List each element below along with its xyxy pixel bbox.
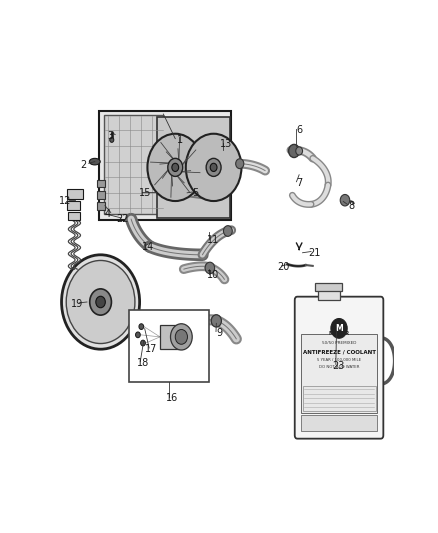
Bar [97,180,105,187]
Circle shape [90,289,111,315]
Text: 3: 3 [108,131,114,141]
Circle shape [206,158,221,176]
Bar [160,325,179,349]
Text: 1: 1 [177,135,184,145]
Bar [68,212,80,220]
Circle shape [175,329,187,344]
Circle shape [289,144,300,158]
Bar [303,386,375,411]
Bar [104,115,163,214]
Circle shape [223,225,232,236]
Text: DO NOT ADD WATER: DO NOT ADD WATER [319,365,359,369]
Text: 11: 11 [206,236,219,245]
Bar [301,415,377,431]
Text: 7: 7 [296,178,302,188]
Text: 19: 19 [71,299,83,309]
Text: 20: 20 [278,262,290,272]
Text: 5: 5 [192,188,199,198]
Bar [67,189,83,199]
Text: ANTIFREEZE / COOLANT: ANTIFREEZE / COOLANT [303,350,375,354]
Circle shape [211,314,222,327]
Circle shape [110,138,114,142]
Circle shape [186,134,241,201]
Text: 6: 6 [296,125,302,135]
Text: 50/50 PREMIXED: 50/50 PREMIXED [322,341,356,345]
Circle shape [61,255,140,349]
FancyBboxPatch shape [295,297,383,439]
Text: 17: 17 [145,344,158,354]
Text: 22: 22 [117,214,129,224]
Bar [97,202,105,209]
Circle shape [66,261,135,344]
Text: 16: 16 [166,393,178,403]
Text: 5 YEAR / 100,000 MILE: 5 YEAR / 100,000 MILE [317,358,361,362]
Circle shape [96,296,105,308]
Circle shape [236,159,244,168]
Circle shape [135,332,140,338]
Text: MOPAR: MOPAR [328,332,350,336]
Circle shape [139,324,144,329]
Circle shape [168,158,183,176]
Text: 2: 2 [81,159,87,169]
Circle shape [148,134,203,201]
Bar [130,310,209,382]
Bar [99,111,231,220]
Text: 8: 8 [349,200,355,211]
Text: 14: 14 [142,241,154,252]
Text: M: M [335,324,343,333]
Circle shape [296,147,303,155]
Text: 9: 9 [216,328,223,338]
Ellipse shape [89,158,100,165]
Circle shape [331,319,347,338]
Text: 21: 21 [308,248,321,258]
Circle shape [210,163,217,172]
Bar [301,334,377,413]
Circle shape [172,163,179,172]
Text: 13: 13 [220,139,232,149]
Text: 12: 12 [60,197,72,206]
Bar [156,117,230,218]
Bar [315,282,342,291]
Text: 15: 15 [138,188,151,198]
Bar [97,191,105,199]
Text: 23: 23 [332,361,344,370]
Text: 18: 18 [137,358,149,368]
Text: 10: 10 [206,270,219,280]
Circle shape [205,262,215,273]
Circle shape [340,195,350,206]
Bar [318,288,340,300]
Text: 4: 4 [104,209,110,219]
Circle shape [170,324,192,350]
Circle shape [141,340,145,346]
Bar [67,201,80,209]
